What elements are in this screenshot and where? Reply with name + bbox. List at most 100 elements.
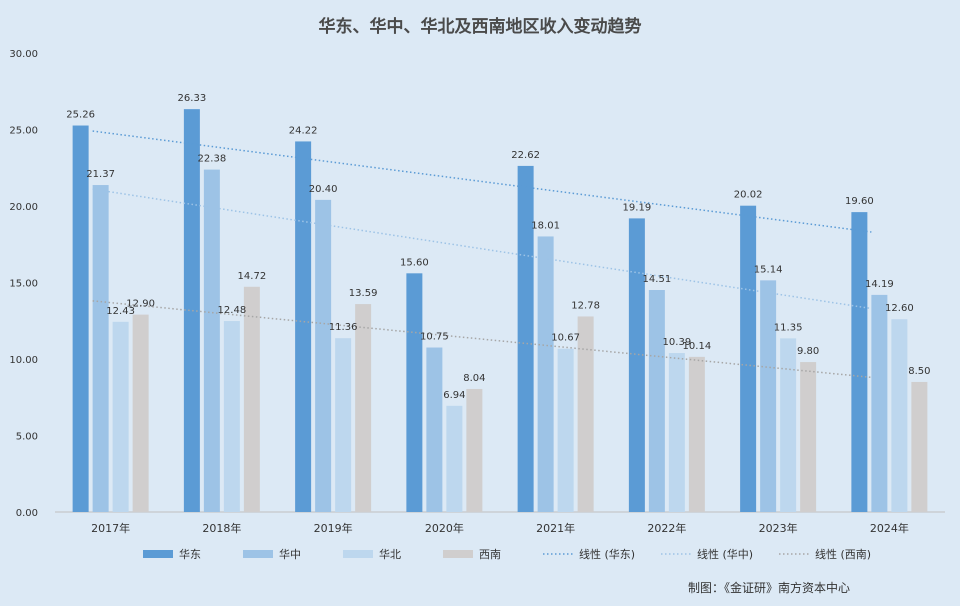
bar-华东-2017年 [72, 125, 89, 512]
trendline-华中 [92, 188, 872, 310]
bar-西南-2019年 [355, 304, 372, 512]
data-label: 14.19 [865, 279, 894, 290]
data-label: 10.39 [663, 337, 692, 348]
bar-华中-2017年 [92, 185, 109, 512]
data-label: 10.75 [420, 332, 449, 343]
legend-item: 华中 [243, 547, 301, 561]
bar-华中-2023年 [760, 280, 777, 512]
data-label: 15.60 [400, 257, 429, 268]
bar-华东-2020年 [406, 273, 423, 512]
bar-华中-2021年 [537, 236, 554, 512]
legend-swatch [343, 550, 373, 558]
bar-华东-2023年 [740, 205, 757, 512]
data-label: 26.33 [178, 93, 207, 104]
y-tick-label: 30.00 [9, 49, 38, 60]
data-label: 19.60 [845, 196, 874, 207]
legend: 华东 华中 华北 西南 线性 (华东) 线性 (华中) 线性 (西南) [143, 547, 871, 561]
bar-华北-2018年 [223, 321, 240, 512]
legend-swatch [243, 550, 273, 558]
data-label: 10.67 [551, 333, 580, 344]
trendline-西南 [92, 300, 872, 379]
data-label: 21.37 [86, 169, 115, 180]
data-label: 11.35 [774, 322, 803, 333]
bar-华北-2024年 [891, 319, 908, 512]
bar-华北-2017年 [112, 321, 129, 512]
bar-西南-2017年 [132, 314, 149, 512]
data-label: 8.50 [908, 366, 930, 377]
bar-华北-2023年 [780, 338, 797, 512]
y-tick-label: 10.00 [9, 355, 38, 366]
data-label: 14.51 [643, 274, 672, 285]
legend-label: 华中 [279, 547, 301, 561]
y-tick-label: 0.00 [16, 508, 38, 519]
legend-item: 华北 [343, 547, 401, 561]
legend-label: 线性 (华东) [579, 547, 635, 561]
data-label: 12.43 [106, 306, 135, 317]
bar-西南-2018年 [243, 286, 260, 512]
bar-华东-2024年 [851, 212, 868, 512]
trendline-华东 [92, 130, 872, 233]
data-label: 20.02 [734, 190, 763, 201]
x-tick-label: 2020年 [425, 521, 464, 535]
data-label: 24.22 [289, 125, 318, 136]
legend-item: 西南 [443, 548, 501, 561]
legend-item: 线性 (华东) [543, 547, 635, 561]
legend-swatch [143, 550, 173, 558]
x-tick-label: 2024年 [870, 521, 909, 535]
data-label: 12.78 [571, 300, 600, 311]
y-tick-label: 15.00 [9, 279, 38, 290]
data-label: 6.94 [443, 390, 465, 401]
data-label: 20.40 [309, 184, 338, 195]
bar-华北-2021年 [557, 348, 574, 512]
data-label: 14.72 [238, 271, 267, 282]
data-label: 15.14 [754, 264, 783, 275]
data-label: 22.38 [198, 154, 227, 165]
legend-item: 华东 [143, 547, 201, 561]
bar-华中-2020年 [426, 347, 443, 512]
y-tick-label: 20.00 [9, 202, 38, 213]
legend-swatch [443, 550, 473, 558]
data-label: 18.01 [531, 220, 560, 231]
bar-华东-2018年 [183, 109, 200, 512]
data-label: 8.04 [463, 373, 485, 384]
bar-华中-2024年 [871, 294, 888, 512]
bar-华中-2022年 [648, 289, 665, 512]
legend-item: 线性 (华中) [661, 547, 753, 561]
y-tick-label: 25.00 [9, 126, 38, 137]
bar-西南-2024年 [911, 381, 928, 512]
axis-layer: 0.00 5.00 10.00 15.00 20.00 25.00 30.00 2017年 20… [9, 49, 945, 535]
data-label: 12.48 [218, 305, 247, 316]
bar-华中-2019年 [315, 199, 332, 512]
data-label: 9.80 [797, 346, 819, 357]
bar-西南-2020年 [466, 388, 483, 512]
bars-layer [72, 109, 928, 512]
x-tick-label: 2018年 [202, 521, 241, 535]
bar-西南-2021年 [577, 316, 594, 512]
legend-label: 线性 (华中) [697, 547, 753, 561]
data-label: 12.60 [885, 303, 914, 314]
trendlines-layer [92, 130, 872, 379]
bar-华北-2020年 [446, 405, 463, 512]
bar-华东-2019年 [295, 141, 312, 512]
x-tick-label: 2022年 [647, 521, 686, 535]
data-label: 11.36 [329, 322, 358, 333]
legend-label: 线性 (西南) [815, 547, 871, 561]
bar-西南-2022年 [688, 356, 705, 512]
data-label: 13.59 [349, 288, 378, 299]
bar-华东-2022年 [628, 218, 645, 512]
x-tick-label: 2017年 [91, 521, 130, 535]
legend-label: 西南 [479, 548, 501, 561]
footer-credit: 制图：《金证研》南方资本中心 [687, 581, 850, 595]
data-label: 12.90 [126, 299, 155, 310]
y-tick-label: 5.00 [16, 432, 38, 443]
legend-label: 华北 [379, 547, 401, 561]
bar-华中-2018年 [203, 169, 220, 512]
bar-西南-2023年 [800, 362, 817, 512]
bar-华北-2019年 [335, 338, 352, 512]
bar-华北-2022年 [668, 353, 685, 512]
data-labels-layer: 25.26 26.33 24.22 15.60 22.62 19.19 20.02 19.60… [66, 93, 930, 401]
data-label: 10.14 [683, 341, 712, 352]
chart-title: 华东、华中、华北及西南地区收入变动趋势 [318, 17, 642, 37]
legend-item: 线性 (西南) [779, 547, 871, 561]
